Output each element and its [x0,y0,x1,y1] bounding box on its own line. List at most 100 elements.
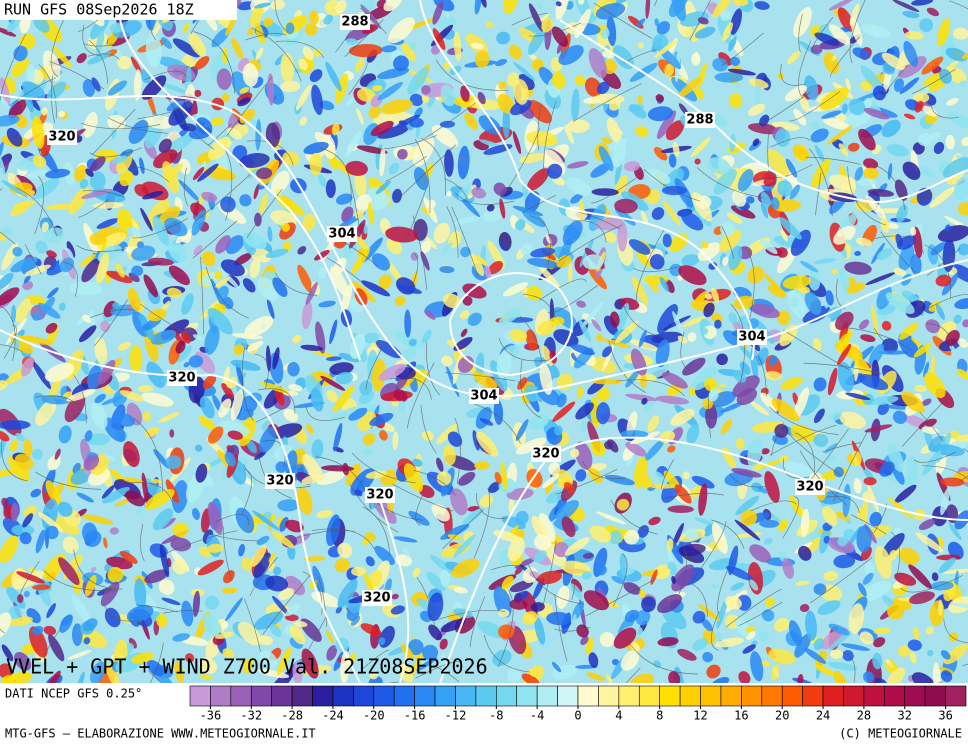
streamline [43,570,117,591]
field-blob [949,345,955,351]
field-blob [309,69,323,83]
field-blob [467,312,482,326]
streamline [593,2,653,39]
field-blob [143,274,158,298]
field-blob [860,334,876,343]
map-title: VVEL + GPT + WIND Z700 Val. 21Z08SEP2026 [6,655,488,679]
field-blob [460,246,471,258]
field-blob [360,623,382,636]
field-blob [202,374,217,390]
field-blob [89,171,106,191]
field-blob [436,424,458,445]
field-blob [869,511,882,527]
field-blob [583,590,609,611]
field-blob [648,483,677,489]
field-blob [363,572,374,594]
field-blob [10,256,38,273]
colorbar-swatch [332,685,354,707]
field-blob [297,246,307,255]
field-blob [269,0,286,10]
streamline [129,482,173,503]
field-blob [410,252,419,261]
field-blob [925,626,934,635]
field-blob [15,298,31,323]
field-blob [909,651,917,664]
field-blob [754,1,770,10]
field-blob [194,444,203,452]
field-blob [408,42,417,50]
streamline [921,293,968,312]
field-blob [68,186,89,215]
streamline [881,64,909,101]
field-blob [393,389,408,402]
field-blob [812,337,822,351]
field-blob [144,427,160,438]
streamline [73,375,87,424]
streamline [585,578,655,617]
field-blob [84,574,97,597]
field-blob [727,68,756,76]
colorbar-swatch [536,685,558,707]
field-blob [740,509,758,526]
field-blob [265,575,289,592]
field-blob [131,265,144,277]
field-blob [697,242,721,261]
field-blob [60,614,73,626]
field-blob [874,545,892,579]
streamline [137,107,186,120]
vvel-field [0,0,968,683]
field-blob [746,196,755,204]
field-blob [588,48,607,79]
field-blob [335,0,347,14]
field-blob [0,468,20,479]
colorbar-swatch [577,685,599,707]
streamline [680,331,692,372]
streamline [360,7,387,35]
field-blob [285,22,295,35]
colorbar-swatch [455,685,477,707]
contour-label: 320 [48,130,75,145]
field-blob [810,44,823,55]
field-blob [356,145,388,155]
streamline [789,90,841,122]
field-blob [789,184,800,200]
field-blob [859,319,870,330]
field-blob [446,190,452,197]
field-blob [329,362,354,376]
field-blob [247,340,264,352]
field-blob [90,403,108,429]
field-blob [225,16,237,36]
streamline [901,397,948,447]
field-blob [156,613,168,628]
field-blob [267,73,275,106]
field-blob [440,524,470,540]
field-blob [269,624,282,638]
streamline [0,231,16,245]
field-blob [268,552,276,563]
field-blob [748,103,766,116]
field-blob [471,42,484,50]
field-blob [377,81,403,101]
field-blob [301,301,313,330]
field-blob [654,471,668,486]
field-blob [90,14,110,40]
field-blob [19,532,32,545]
streamline [208,123,232,146]
streamline [397,144,457,200]
field-blob [365,470,387,479]
field-blob [392,431,399,451]
streamline [16,187,58,237]
field-blob [918,418,937,430]
field-blob [825,290,834,306]
field-blob [394,295,406,307]
field-blob [834,311,854,331]
field-blob [158,206,181,225]
streamline [108,117,169,134]
field-blob [216,68,232,90]
field-blob [198,416,216,430]
field-blob [913,342,932,358]
field-blob [752,138,760,147]
field-blob [82,111,98,138]
field-blob [901,290,920,303]
field-blob [657,594,682,614]
